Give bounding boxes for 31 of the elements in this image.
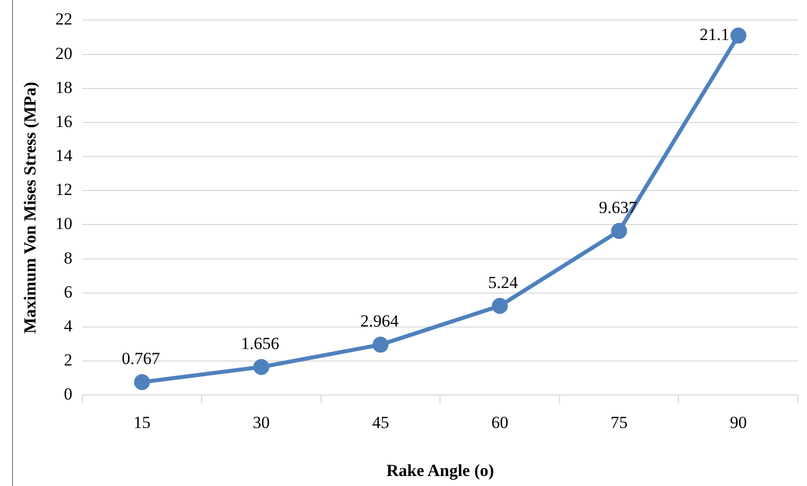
point — [611, 222, 628, 239]
y-tick-label: 2 — [64, 350, 72, 370]
y-tick-label: 6 — [64, 282, 72, 302]
x-tick-label: 15 — [134, 412, 151, 432]
point — [492, 298, 508, 314]
y-tick-label: 18 — [55, 78, 72, 97]
point — [134, 374, 150, 390]
y-axis-title: Maximum Von Mises Stress (MPa) — [20, 82, 40, 334]
y-tick-label: 22 — [55, 10, 72, 29]
y-tick-label: 14 — [55, 146, 73, 166]
x-tick-label: 30 — [252, 412, 270, 432]
x-tick-label: 90 — [730, 412, 747, 432]
y-tick-label: 20 — [55, 44, 72, 63]
y-tick-label: 16 — [55, 112, 72, 131]
y-tick-label: 4 — [64, 316, 73, 336]
data-label: 5.24 — [488, 272, 518, 292]
y-tick-label: 0 — [64, 384, 72, 404]
data-label: 2.964 — [360, 312, 400, 331]
x-tick-label: 60 — [491, 412, 508, 432]
y-tick-label: 10 — [55, 214, 72, 234]
data-label: 0.767 — [122, 349, 161, 368]
data-label: 1.656 — [241, 334, 280, 353]
point — [730, 28, 746, 44]
data-label: 21.1 — [700, 25, 730, 44]
x-tick-label: 45 — [372, 412, 390, 432]
point — [372, 336, 389, 353]
point — [253, 358, 270, 375]
x-axis-title: Rake Angle (o) — [386, 461, 494, 480]
y-tick-label: 12 — [55, 180, 72, 200]
y-tick-label: 8 — [64, 248, 72, 268]
x-tick-label: 75 — [610, 412, 628, 432]
